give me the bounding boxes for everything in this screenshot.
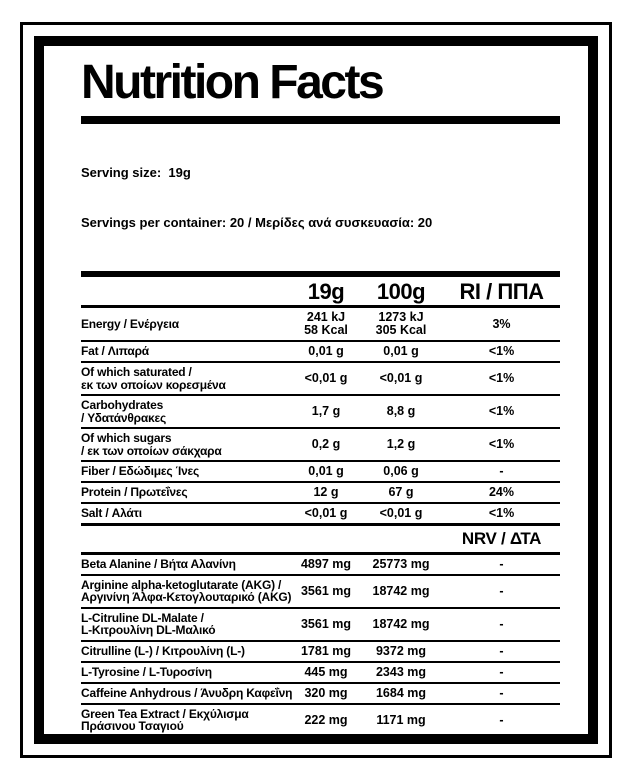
title-divider <box>81 116 560 124</box>
table-row: Niacin / Νιασίνη 42,5 mg 223 mg 265% <box>81 738 560 744</box>
value-per-serving: 0,01 g <box>308 464 344 479</box>
value-ri: - <box>499 583 504 598</box>
value-per-100g: 2343 mg <box>375 664 427 679</box>
value-ri: 265% <box>443 741 560 744</box>
nutrient-label: L-Citruline DL-Malate / L-Κιτρουλίνη DL-… <box>81 610 216 638</box>
nrv-header-row: NRV / ΔΤΑ <box>81 526 560 555</box>
value-ri: <1% <box>488 506 515 521</box>
header-per-100g: 100g <box>376 279 426 304</box>
label-inner-border: Nutrition Facts Serving size: 19g Servin… <box>34 36 598 744</box>
page-title: Nutrition Facts <box>81 56 385 109</box>
value-per-100g: 18742 mg <box>372 583 430 598</box>
value-per-100g: 67 g <box>388 485 414 500</box>
table-row: L-Citruline DL-Malate / L-Κιτρουλίνη DL-… <box>81 609 560 642</box>
value-per-100g: 223 mg <box>359 741 443 744</box>
value-ri: <1% <box>488 344 515 359</box>
header-per-serving: 19g <box>307 279 345 304</box>
label-content: Nutrition Facts Serving size: 19g Servin… <box>44 56 588 744</box>
value-ri: <1% <box>488 371 515 386</box>
nutrient-label: L-Tyrosine / L-Τυροσίνη <box>81 665 212 680</box>
nutrition-table: 19g 100g RI / ΠΠΑ Energy / Ενέργεια 241 … <box>81 277 560 744</box>
value-per-100g: 25773 mg <box>372 556 430 571</box>
nutrient-label: Protein / Πρωτεΐνες <box>81 485 188 500</box>
value-per-100g: 1684 mg <box>375 685 427 700</box>
value-ri: <1% <box>488 437 515 452</box>
table-row: Citrulline (L-) / Κιτρουλίνη (L-) 1781 m… <box>81 642 560 663</box>
value-per-serving: 241 kJ 58 Kcal <box>304 310 348 338</box>
nutrient-label: Citrulline (L-) / Κιτρουλίνη (L-) <box>81 644 245 659</box>
nutrient-label: Fiber / Εδώδιμες Ίνες <box>81 464 200 479</box>
header-ri: RI / ΠΠΑ <box>459 279 545 304</box>
nutrient-label: Fat / Λιπαρά <box>81 344 149 359</box>
value-per-100g: 1,2 g <box>386 437 416 452</box>
value-per-serving: 1,7 g <box>311 404 341 419</box>
serving-size-text: Serving size: 19g <box>81 165 191 180</box>
value-ri: 3% <box>492 316 511 331</box>
nutrient-label: Of which sugars / εκ των οποίων σάκχαρα <box>81 431 222 458</box>
value-per-serving: 0,01 g <box>308 344 344 359</box>
table-row: Green Tea Extract / Εκχύλισμα Πράσινου Τ… <box>81 705 560 734</box>
value-per-100g: 18742 mg <box>372 616 430 631</box>
active-rows: Beta Alanine / Βήτα Αλανίνη 4897 mg 2577… <box>81 555 560 744</box>
table-row: Beta Alanine / Βήτα Αλανίνη 4897 mg 2577… <box>81 555 560 576</box>
value-per-serving: 222 mg <box>304 712 348 727</box>
value-per-100g: 0,06 g <box>383 464 419 479</box>
value-per-100g: 1273 kJ 305 Kcal <box>375 310 427 338</box>
value-ri: 24% <box>488 485 515 500</box>
table-row: Of which saturated / εκ των οποίων κορεσ… <box>81 363 560 397</box>
value-per-serving: 1781 mg <box>300 643 352 658</box>
serving-info: Serving size: 19g Servings per container… <box>81 132 564 264</box>
servings-per-container-text: Servings per container: 20 / Μερίδες ανά… <box>81 214 433 230</box>
table-row: Energy / Ενέργεια 241 kJ 58 Kcal 1273 kJ… <box>81 308 560 343</box>
value-per-serving: 3561 mg <box>300 583 352 598</box>
table-row: L-Tyrosine / L-Τυροσίνη 445 mg 2343 mg - <box>81 663 560 684</box>
value-ri: - <box>499 712 504 727</box>
value-per-serving: 3561 mg <box>300 616 352 631</box>
nutrient-label: Carbohydrates / Υδατάνθρακες <box>81 398 167 425</box>
table-row: Protein / Πρωτεΐνες 12 g 67 g 24% <box>81 483 560 505</box>
value-per-100g: 1171 mg <box>376 712 426 727</box>
value-per-serving: 12 g <box>313 485 339 500</box>
table-row: Caffeine Anhydrous / Άνυδρη Καφεΐνη 320 … <box>81 684 560 705</box>
value-per-serving: <0,01 g <box>304 506 348 521</box>
value-ri: - <box>499 616 504 631</box>
table-row: Fat / Λιπαρά 0,01 g 0,01 g <1% <box>81 342 560 364</box>
main-rows: Energy / Ενέργεια 241 kJ 58 Kcal 1273 kJ… <box>81 308 560 527</box>
table-row: Carbohydrates / Υδατάνθρακες 1,7 g 8,8 g… <box>81 396 560 430</box>
nutrient-label: Green Tea Extract / Εκχύλισμα Πράσινου Τ… <box>81 706 249 734</box>
nrv-header: NRV / ΔΤΑ <box>461 529 542 549</box>
nutrient-label: Arginine alpha-ketoglutarate (AKG) / Αργ… <box>81 577 292 605</box>
serving-divider <box>81 271 560 277</box>
value-per-100g: 8,8 g <box>386 404 416 419</box>
nutrient-label: Salt / Αλάτι <box>81 506 142 521</box>
table-row: Arginine alpha-ketoglutarate (AKG) / Αργ… <box>81 576 560 609</box>
value-per-serving: 320 mg <box>304 685 348 700</box>
value-per-100g: 0,01 g <box>383 344 419 359</box>
nutrient-label: Beta Alanine / Βήτα Αλανίνη <box>81 557 236 572</box>
table-row: Fiber / Εδώδιμες Ίνες 0,01 g 0,06 g - <box>81 462 560 484</box>
table-row: Of which sugars / εκ των οποίων σάκχαρα … <box>81 429 560 463</box>
nutrient-label: Energy / Ενέργεια <box>81 316 179 331</box>
nutrient-label: Of which saturated / εκ των οποίων κορεσ… <box>81 365 226 392</box>
value-per-serving: <0,01 g <box>304 371 348 386</box>
value-per-serving: 42,5 mg <box>293 741 359 744</box>
value-ri: - <box>499 685 504 700</box>
label-outer-border: Nutrition Facts Serving size: 19g Servin… <box>20 22 612 758</box>
value-per-serving: 4897 mg <box>300 556 352 571</box>
table-header-row: 19g 100g RI / ΠΠΑ <box>81 277 560 309</box>
value-ri: - <box>499 556 504 571</box>
value-per-100g: 9372 mg <box>375 643 427 658</box>
table-row: Salt / Αλάτι <0,01 g <0,01 g <1% <box>81 504 560 527</box>
value-ri: <1% <box>488 404 515 419</box>
value-ri: - <box>499 464 504 479</box>
nutrient-label: Niacin / Νιασίνη <box>81 741 293 744</box>
value-ri: - <box>499 664 504 679</box>
nutrient-label: Caffeine Anhydrous / Άνυδρη Καφεΐνη <box>81 686 293 701</box>
value-per-100g: <0,01 g <box>379 371 423 386</box>
value-per-serving: 0,2 g <box>311 437 341 452</box>
value-per-serving: 445 mg <box>304 664 348 679</box>
value-ri: - <box>499 643 504 658</box>
value-per-100g: <0,01 g <box>379 506 423 521</box>
